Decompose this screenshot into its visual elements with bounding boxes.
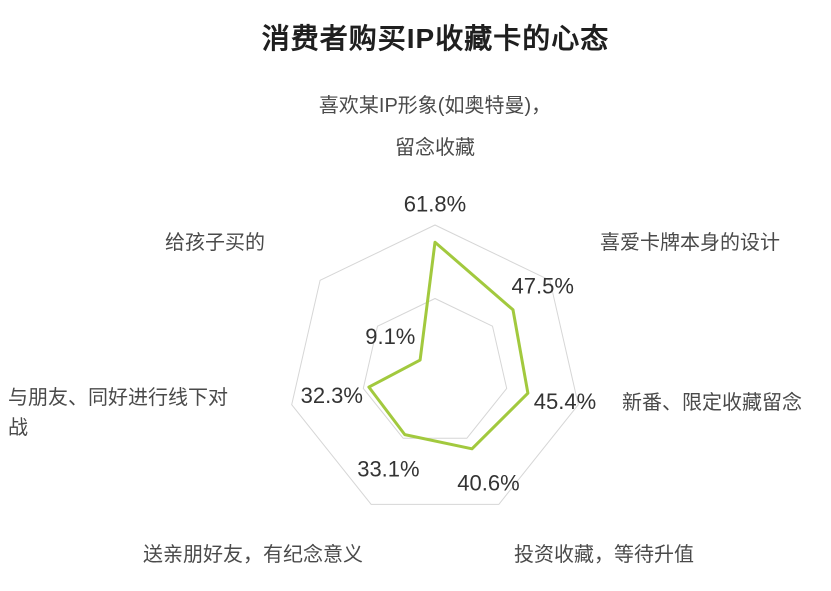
- value-label-5: 32.3%: [301, 383, 363, 408]
- axis-label-bought-for-kids: 给孩子买的: [165, 232, 265, 254]
- value-label-0: 61.8%: [404, 192, 466, 217]
- radar-grid-ring-1: [362, 298, 508, 439]
- chart-title: 消费者购买IP收藏卡的心态: [261, 23, 610, 54]
- axis-label-card-design: 喜爱卡牌本身的设计: [600, 232, 780, 254]
- axis-label-investment-appreciation: 投资收藏，等待升值: [514, 544, 694, 566]
- radar-series-polygon: [367, 240, 530, 451]
- value-label-3: 40.6%: [457, 471, 519, 496]
- value-label-4: 33.1%: [357, 456, 419, 481]
- radar-grid-ring-2: [291, 224, 579, 505]
- axis-label-ip-image-keepsake: 喜欢某IP形象(如奥特曼)，留念收藏: [318, 95, 552, 159]
- value-label-2: 45.4%: [534, 389, 596, 414]
- value-label-1: 47.5%: [512, 274, 574, 299]
- value-label-6: 9.1%: [365, 324, 415, 349]
- axis-label-gift-to-friends-family: 送亲朋好友，有纪念意义: [143, 544, 363, 566]
- axis-label-offline-battle-with-friends: 与朋友、同好进行线下对战: [8, 387, 228, 439]
- axis-label-limited-edition-collection: 新番、限定收藏留念: [622, 392, 802, 414]
